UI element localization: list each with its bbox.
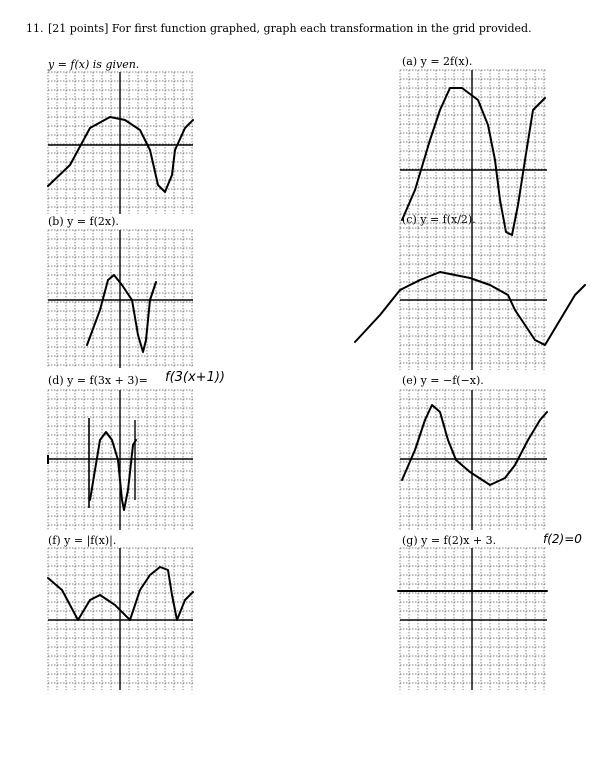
problem-instruction: [21 points] For first function graphed, … [48, 22, 532, 35]
panel-label-a: (a) y = 2f(x). [402, 55, 473, 68]
handwritten-note-d: f(3(x+1)) [165, 370, 225, 385]
curve-c [354, 271, 586, 346]
curve-b [86, 274, 157, 353]
panel-label-e: (e) y = −f(−x). [402, 374, 484, 387]
panel-label-given: y = f(x) is given. [48, 58, 140, 71]
panel-label-d: (d) y = f(3x + 3)= [48, 374, 148, 387]
curve-f [47, 566, 194, 621]
panel-label-b: (b) y = f(2x). [48, 215, 119, 228]
curve-d [89, 431, 137, 511]
curve-a [401, 87, 546, 236]
curve-e [401, 404, 548, 486]
panel-label-g: (g) y = f(2)x + 3. [402, 534, 497, 547]
handwritten-note-g: f(2)=0 [543, 532, 582, 546]
problem-number: 11. [26, 22, 44, 35]
panel-label-f: (f) y = |f(x)|. [48, 534, 117, 547]
curve-given [47, 116, 194, 193]
